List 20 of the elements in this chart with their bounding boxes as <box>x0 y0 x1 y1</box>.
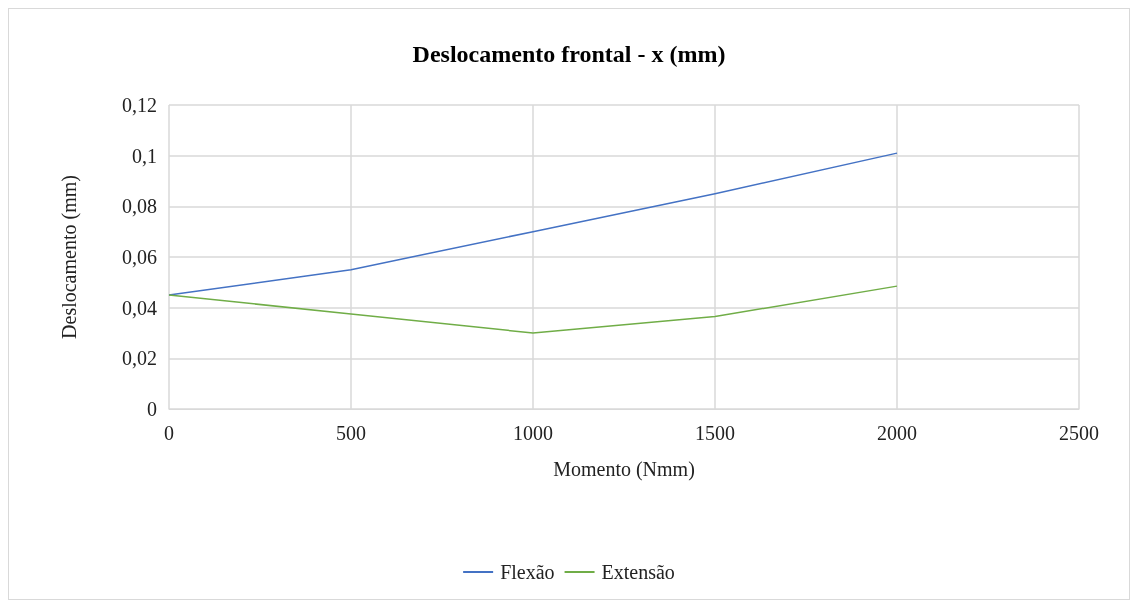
y-tick-label: 0,04 <box>122 296 157 319</box>
y-tick-label: 0 <box>147 398 157 420</box>
y-axis-title: Deslocamento (mm) <box>58 175 81 339</box>
legend-label: Flexão <box>500 561 555 583</box>
x-tick-label: 1000 <box>513 422 553 444</box>
line-series <box>168 285 898 334</box>
x-tick-label: 2000 <box>877 422 917 444</box>
y-tick-label: 0,06 <box>122 246 157 268</box>
y-tick-label: 0,02 <box>122 347 157 370</box>
y-tick-label: 0,08 <box>122 195 157 218</box>
x-tick-label: 2500 <box>1059 422 1099 444</box>
legend-label: Extensão <box>601 561 675 583</box>
x-axis-title: Momento (Nmm) <box>553 458 695 481</box>
line-series <box>168 152 898 296</box>
x-tick-label: 0 <box>164 422 174 444</box>
x-tick-label: 1500 <box>695 422 735 444</box>
y-tick-label: 0,1 <box>132 144 157 167</box>
y-tick-label: 0,12 <box>122 94 157 116</box>
chart-title: Deslocamento frontal - x (mm) <box>412 41 726 67</box>
x-tick-label: 500 <box>336 422 366 444</box>
